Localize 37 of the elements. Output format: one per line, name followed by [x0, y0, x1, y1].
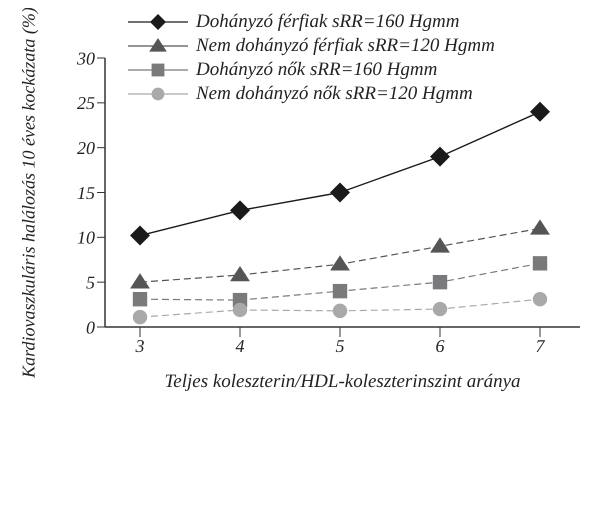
point	[132, 310, 148, 324]
point	[432, 274, 448, 290]
legend-label: Dohányzó nők sRR=160 Hgmm	[196, 58, 438, 82]
point	[530, 102, 550, 122]
point	[532, 292, 548, 306]
point	[232, 302, 248, 318]
y-axis-title: Kardiovaszkuláris halálozás 10 éves kockázata (%)	[18, 7, 38, 379]
x-tick-label: 7	[536, 336, 546, 356]
y-tick-label: 5	[86, 272, 95, 293]
y-tick-label: 30	[76, 48, 95, 68]
point	[330, 182, 350, 202]
x-tick-label: 6	[436, 336, 444, 356]
y-tick-label: 25	[77, 93, 95, 114]
point	[530, 219, 550, 235]
point	[532, 256, 548, 271]
legend-label: Dohányzó férfiak sRR=160 Hgmm	[196, 10, 460, 34]
y-tick-label: 10	[77, 228, 95, 248]
x-tick-label: 5	[336, 336, 344, 356]
point	[130, 226, 150, 246]
y-tick-label: 15	[77, 182, 95, 203]
x-tick-label: 4	[236, 336, 244, 356]
point	[132, 292, 148, 306]
point	[330, 255, 350, 271]
point	[432, 302, 448, 316]
point	[430, 146, 450, 167]
point	[332, 304, 348, 318]
y-tick-label: 0	[86, 317, 95, 338]
legend-label: Nem dohányzó férfiak sRR=120 Hgmm	[196, 34, 495, 58]
point	[130, 273, 150, 288]
point	[430, 237, 450, 253]
y-tick-label: 20	[77, 138, 95, 158]
x-axis-title: Teljes koleszterin/HDL-koleszterinszint aránya	[164, 371, 521, 392]
x-tick-label: 3	[134, 336, 144, 356]
point	[332, 284, 348, 298]
point	[230, 200, 250, 220]
point	[230, 266, 250, 282]
legend-label: Nem dohányzó nők sRR=120 Hgmm	[196, 82, 473, 106]
